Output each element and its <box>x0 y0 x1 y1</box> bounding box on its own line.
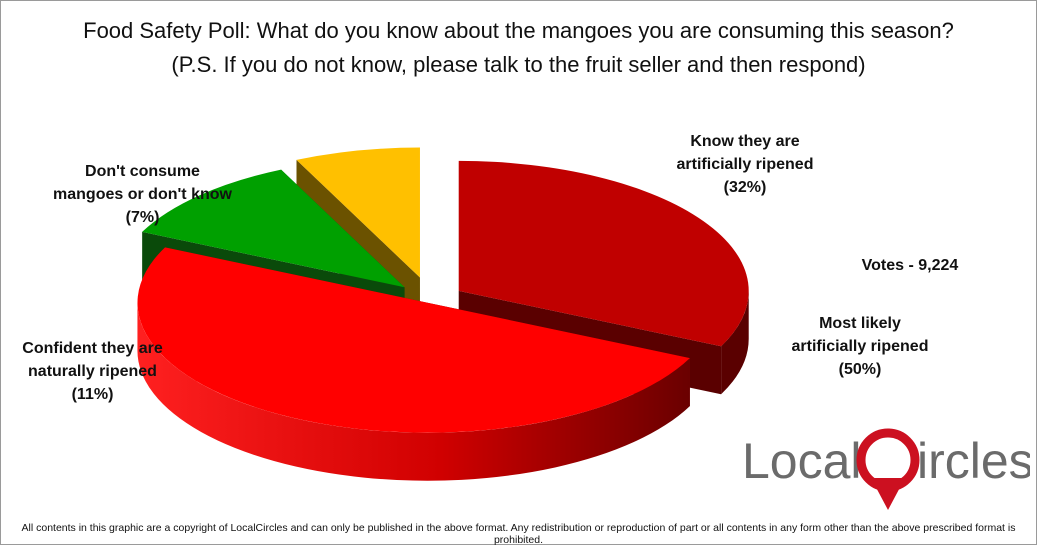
slice-label-confident-natural: Confident they are naturally ripened (11… <box>0 337 185 406</box>
pie-slice-rim <box>721 290 749 395</box>
logo-text-left: Local <box>742 433 862 489</box>
votes-annotation: Votes - 9,224 <box>861 257 959 274</box>
slice-label-line: Confident they are <box>22 340 163 357</box>
chart-subtitle: (P.S. If you do not know, please talk to… <box>171 52 866 77</box>
pie-slice-2 <box>142 169 405 288</box>
slice-label-line: Don't consume <box>85 163 200 180</box>
pie-slice-0 <box>458 160 749 347</box>
slice-label-dont-consume: Don't consume mangoes or don't know (7%) <box>35 160 250 229</box>
slice-label-line: Know they are <box>690 133 800 150</box>
localcircles-logo: Local ircles <box>742 428 1030 510</box>
pie-slice-rim <box>137 302 690 481</box>
slice-label-line: artificially ripened <box>676 156 814 173</box>
chart-title: Food Safety Poll: What do you know about… <box>83 18 954 43</box>
location-pin-icon <box>856 428 920 510</box>
slice-label-percent: (50%) <box>838 361 882 378</box>
slice-label-percent: (7%) <box>125 209 160 226</box>
slice-label-know-artificial: Know they are artificially ripened (32%) <box>640 130 850 199</box>
slice-label-line: Most likely <box>819 315 901 332</box>
copyright-footer: All contents in this graphic are a copyr… <box>21 522 1016 546</box>
slice-label-percent: (32%) <box>723 179 767 196</box>
slice-label-most-likely: Most likely artificially ripened (50%) <box>760 312 960 381</box>
slice-label-line: artificially ripened <box>791 338 929 355</box>
pie-slice-3 <box>296 147 420 278</box>
pie-slice-1 <box>137 247 690 433</box>
slice-label-line: naturally ripened <box>28 363 157 380</box>
slice-label-line: mangoes or don't know <box>53 186 232 203</box>
slice-label-percent: (11%) <box>71 386 114 403</box>
logo-text-right: ircles <box>917 433 1030 489</box>
